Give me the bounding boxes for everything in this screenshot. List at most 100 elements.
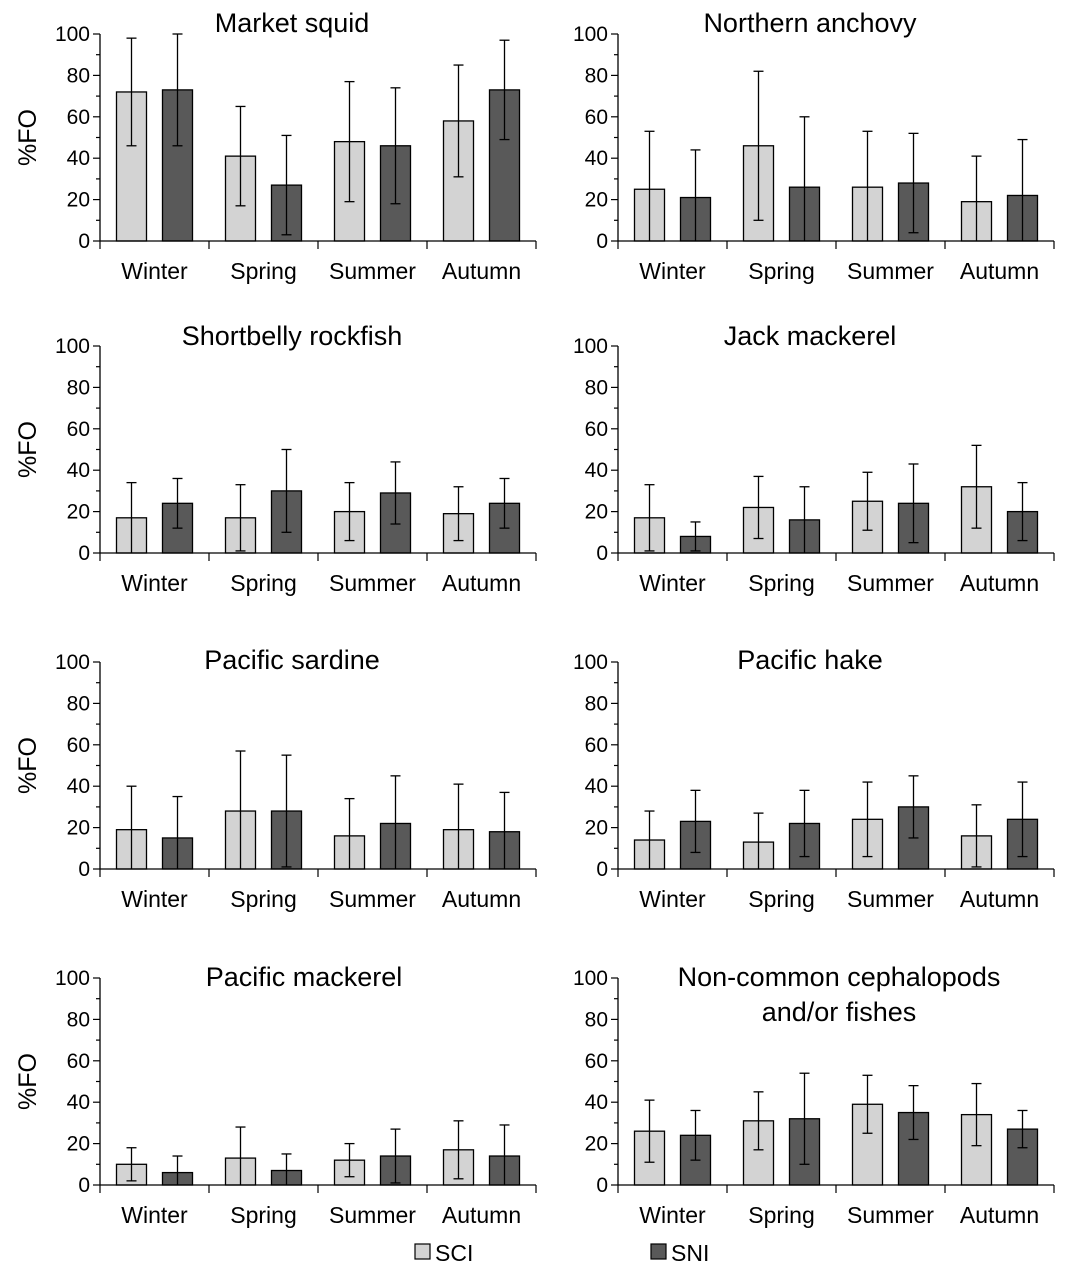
y-tick-label: 40 [585, 147, 608, 170]
y-tick-label: 20 [585, 817, 608, 840]
chart-title: Pacific sardine [204, 645, 380, 675]
y-tick-label: 100 [573, 23, 608, 46]
y-tick-label: 100 [573, 967, 608, 990]
chart-title: Jack mackerel [724, 321, 897, 351]
x-tick-label: Summer [847, 570, 934, 596]
y-tick-label: 80 [585, 376, 608, 399]
x-tick-label: Spring [230, 258, 296, 284]
y-tick-label: 20 [67, 189, 90, 212]
y-tick-label: 60 [585, 734, 608, 757]
x-tick-label: Winter [639, 886, 706, 912]
y-tick-label: 60 [67, 418, 90, 441]
y-tick-label: 80 [67, 692, 90, 715]
y-tick-label: 40 [67, 459, 90, 482]
y-tick-label: 0 [596, 1174, 608, 1197]
x-tick-label: Summer [847, 886, 934, 912]
legend-label: SNI [671, 1240, 709, 1266]
y-axis-label: %FO [14, 737, 42, 794]
y-tick-label: 100 [573, 335, 608, 358]
x-tick-label: Winter [121, 570, 188, 596]
y-tick-label: 40 [585, 775, 608, 798]
chart-title: Northern anchovy [703, 8, 917, 38]
chart-title: Pacific hake [737, 645, 883, 675]
y-tick-label: 0 [78, 542, 90, 565]
x-tick-label: Summer [329, 1202, 416, 1228]
y-tick-label: 80 [585, 64, 608, 87]
y-tick-label: 80 [585, 692, 608, 715]
x-tick-label: Autumn [960, 570, 1039, 596]
x-tick-label: Winter [121, 258, 188, 284]
chart-title-line2: and/or fishes [762, 997, 917, 1027]
y-tick-label: 100 [573, 651, 608, 674]
y-tick-label: 20 [585, 501, 608, 524]
x-tick-label: Spring [230, 570, 296, 596]
y-tick-label: 60 [67, 106, 90, 129]
y-tick-label: 60 [67, 1050, 90, 1073]
x-tick-label: Autumn [442, 1202, 521, 1228]
x-tick-label: Summer [329, 886, 416, 912]
y-tick-label: 40 [585, 459, 608, 482]
chart-panel: 0 20 40 60 80 100 Winter Spring Summer Autumn Jack… [573, 321, 1055, 596]
legend-swatch [650, 1243, 667, 1260]
y-tick-label: 20 [585, 1133, 608, 1156]
y-tick-label: 0 [78, 858, 90, 881]
x-tick-label: Spring [748, 886, 814, 912]
x-tick-label: Spring [748, 258, 814, 284]
x-tick-label: Summer [847, 1202, 934, 1228]
chart-title: Pacific mackerel [206, 962, 403, 992]
y-tick-label: 60 [67, 734, 90, 757]
y-tick-label: 0 [78, 230, 90, 253]
y-tick-label: 0 [596, 858, 608, 881]
chart-title: Market squid [215, 8, 370, 38]
legend-item: SCI [414, 1240, 473, 1266]
y-tick-label: 0 [596, 230, 608, 253]
y-tick-label: 0 [78, 1174, 90, 1197]
x-tick-label: Autumn [442, 570, 521, 596]
legend-swatch [414, 1243, 431, 1260]
y-tick-label: 80 [67, 1008, 90, 1031]
x-tick-label: Autumn [442, 258, 521, 284]
legend-item: SNI [650, 1240, 709, 1266]
y-axis-label: %FO [14, 109, 42, 166]
y-tick-label: 40 [585, 1091, 608, 1114]
y-tick-label: 40 [67, 775, 90, 798]
legend-label: SCI [435, 1240, 473, 1266]
chart-panel: 0 20 40 60 80 100 Winter Spring Summer Autumn Paci… [14, 645, 537, 912]
y-tick-label: 80 [67, 376, 90, 399]
y-tick-label: 100 [55, 651, 90, 674]
y-tick-label: 80 [585, 1008, 608, 1031]
x-tick-label: Summer [847, 258, 934, 284]
x-tick-label: Autumn [442, 886, 521, 912]
x-tick-label: Autumn [960, 1202, 1039, 1228]
x-tick-label: Winter [639, 258, 706, 284]
x-tick-label: Autumn [960, 886, 1039, 912]
x-tick-label: Spring [748, 570, 814, 596]
chart-panel: 0 20 40 60 80 100 Winter Spring Summer Autumn Nort… [573, 8, 1055, 284]
y-tick-label: 40 [67, 147, 90, 170]
x-tick-label: Winter [639, 570, 706, 596]
x-tick-label: Summer [329, 258, 416, 284]
x-tick-label: Winter [121, 1202, 188, 1228]
chart-panel: 0 20 40 60 80 100 Winter Spring Summer Autumn Shor… [14, 321, 537, 596]
y-tick-label: 40 [67, 1091, 90, 1114]
y-tick-label: 80 [67, 64, 90, 87]
y-tick-label: 60 [585, 418, 608, 441]
x-tick-label: Winter [121, 886, 188, 912]
y-axis-label: %FO [14, 421, 42, 478]
x-tick-label: Spring [230, 1202, 296, 1228]
y-tick-label: 20 [67, 501, 90, 524]
y-tick-label: 100 [55, 967, 90, 990]
y-tick-label: 20 [585, 189, 608, 212]
y-tick-label: 20 [67, 1133, 90, 1156]
x-tick-label: Spring [748, 1202, 814, 1228]
x-tick-label: Winter [639, 1202, 706, 1228]
y-tick-label: 100 [55, 23, 90, 46]
chart-title: Shortbelly rockfish [182, 321, 403, 351]
y-tick-label: 100 [55, 335, 90, 358]
chart-panel: 0 20 40 60 80 100 Winter Spring Summer Autumn Paci… [573, 645, 1055, 912]
x-tick-label: Spring [230, 886, 296, 912]
y-tick-label: 0 [596, 542, 608, 565]
y-tick-label: 20 [67, 817, 90, 840]
y-tick-label: 60 [585, 1050, 608, 1073]
